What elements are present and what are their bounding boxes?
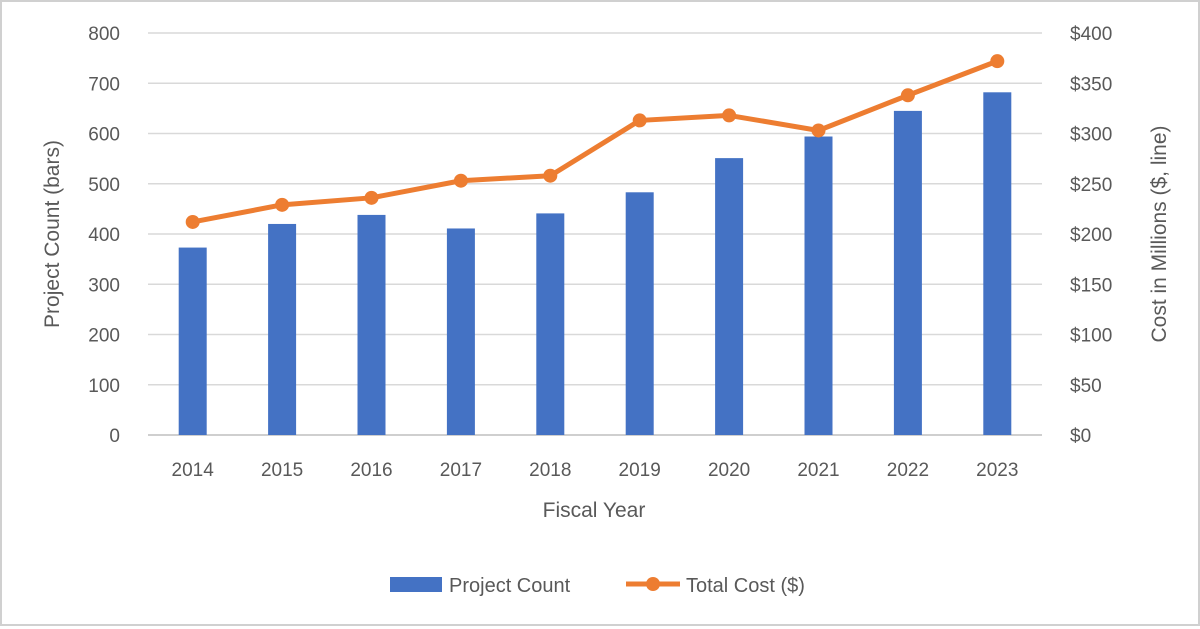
right-tick-label: $100 <box>1070 326 1112 347</box>
legend-swatch-project-count <box>390 577 442 592</box>
left-tick-label: 0 <box>109 426 120 447</box>
right-tick-label: $200 <box>1070 225 1112 246</box>
right-axis-ticks: $0 $50 $100 $150 $200 $250 $300 $350 $400 <box>1070 24 1112 447</box>
line-point <box>722 108 737 123</box>
line-point <box>275 197 290 212</box>
line-point <box>364 190 379 205</box>
line-point <box>990 54 1005 69</box>
x-tick-label: 2020 <box>708 460 750 481</box>
bar <box>893 110 922 435</box>
left-tick-label: 200 <box>88 326 120 347</box>
bar <box>446 228 475 435</box>
x-tick-label: 2018 <box>529 460 571 481</box>
left-tick-label: 500 <box>88 175 120 196</box>
bar <box>357 214 386 435</box>
legend-label-project-count: Project Count <box>449 575 571 597</box>
gridlines <box>148 32 1042 436</box>
x-tick-label: 2022 <box>887 460 929 481</box>
line-point <box>185 214 200 229</box>
x-axis-ticks: 2014 2015 2016 2017 2018 2019 2020 2021 2022 2023 <box>172 460 1019 481</box>
right-tick-label: $0 <box>1070 426 1091 447</box>
right-axis-title: Cost in Millions ($, line) <box>1148 125 1171 342</box>
x-tick-label: 2017 <box>440 460 482 481</box>
legend-label-total-cost: Total Cost ($) <box>686 575 805 597</box>
bar <box>268 223 297 435</box>
line-point <box>811 123 826 138</box>
x-tick-label: 2014 <box>172 460 215 481</box>
left-tick-label: 800 <box>88 24 120 45</box>
right-tick-label: $300 <box>1070 125 1112 146</box>
right-tick-label: $400 <box>1070 24 1112 45</box>
bar <box>178 247 207 435</box>
x-tick-label: 2015 <box>261 460 303 481</box>
bar <box>715 158 744 435</box>
x-tick-label: 2019 <box>619 460 661 481</box>
right-tick-label: $50 <box>1070 376 1102 397</box>
legend: Project Count Total Cost ($) <box>390 575 805 597</box>
right-tick-label: $350 <box>1070 74 1112 95</box>
left-tick-label: 300 <box>88 275 120 296</box>
right-tick-label: $150 <box>1070 275 1112 296</box>
line-point <box>453 173 468 188</box>
left-axis-ticks: 0 100 200 300 400 500 600 700 800 <box>88 24 120 447</box>
line-point <box>900 88 915 103</box>
x-axis-title: Fiscal Year <box>543 499 646 522</box>
left-tick-label: 700 <box>88 74 120 95</box>
legend-marker-total-cost <box>646 577 660 591</box>
line-point <box>632 113 647 128</box>
left-tick-label: 100 <box>88 376 120 397</box>
left-tick-label: 600 <box>88 125 120 146</box>
line-point <box>543 168 558 183</box>
line-series <box>185 54 1005 229</box>
left-axis-title: Project Count (bars) <box>41 140 64 328</box>
x-tick-label: 2016 <box>350 460 392 481</box>
x-tick-label: 2023 <box>976 460 1018 481</box>
bar <box>625 192 654 435</box>
bar-series <box>178 92 1012 436</box>
bar <box>536 213 565 435</box>
x-tick-label: 2021 <box>797 460 839 481</box>
series-line <box>190 58 1000 225</box>
left-tick-label: 400 <box>88 225 120 246</box>
bar <box>804 136 833 435</box>
right-tick-label: $250 <box>1070 175 1112 196</box>
bar <box>983 92 1012 436</box>
